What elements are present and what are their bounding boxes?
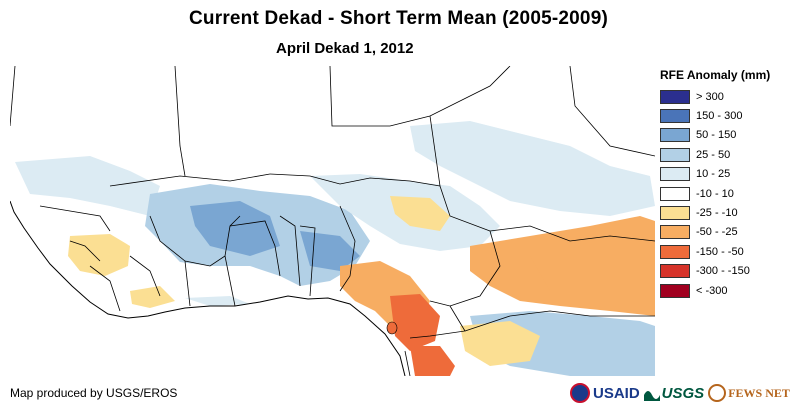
legend-item: -25 - -10 <box>660 203 795 222</box>
legend-swatch <box>660 167 690 182</box>
legend-swatch <box>660 128 690 143</box>
legend-item: > 300 <box>660 87 795 106</box>
legend-swatch <box>660 206 690 221</box>
map-credit: Map produced by USGS/EROS <box>10 386 178 400</box>
legend-label: < -300 <box>696 284 728 297</box>
legend-label: 25 - 50 <box>696 148 731 161</box>
legend-item: -10 - 10 <box>660 184 795 203</box>
legend-item: 50 - 150 <box>660 126 795 145</box>
anomaly-map <box>9 65 656 377</box>
legend-item: 150 - 300 <box>660 106 795 125</box>
legend: RFE Anomaly (mm) > 300 150 - 300 50 - 150 2… <box>660 68 795 300</box>
legend-label: -10 - 10 <box>696 187 734 200</box>
legend-label: 150 - 300 <box>696 110 743 123</box>
legend-item: -50 - -25 <box>660 223 795 242</box>
fews-logo-text: FEWS NET <box>728 385 790 400</box>
legend-label: 50 - 150 <box>696 129 737 142</box>
legend-label: 10 - 25 <box>696 168 731 181</box>
usaid-seal-icon <box>570 383 590 403</box>
usgs-logo-text: USGS <box>661 384 705 402</box>
usaid-logo-text: USAID <box>593 384 640 402</box>
legend-item: < -300 <box>660 281 795 300</box>
legend-swatch <box>660 244 690 259</box>
legend-item: -150 - -50 <box>660 242 795 261</box>
legend-item: 10 - 25 <box>660 165 795 184</box>
bioko-island <box>386 321 398 335</box>
legend-rows: > 300 150 - 300 50 - 150 25 - 50 10 - 25 -10 … <box>660 87 795 300</box>
usgs-wave-icon <box>643 391 660 401</box>
legend-title: RFE Anomaly (mm) <box>660 68 771 82</box>
legend-swatch <box>660 225 690 240</box>
map-title: Current Dekad - Short Term Mean (2005-20… <box>189 8 608 29</box>
logo-bar: USAID USGS FEWS NET <box>570 378 796 408</box>
legend-item: -300 - -150 <box>660 262 795 281</box>
legend-swatch <box>660 186 690 201</box>
legend-label: > 300 <box>696 90 724 103</box>
map-svg <box>9 65 656 377</box>
legend-swatch <box>660 89 690 104</box>
usgs-logo: USGS <box>643 384 705 402</box>
legend-swatch <box>660 147 690 162</box>
legend-swatch <box>660 264 690 279</box>
legend-swatch <box>660 109 690 124</box>
country-borders <box>9 65 656 377</box>
map-subtitle: April Dekad 1, 2012 <box>276 40 414 57</box>
legend-item: 25 - 50 <box>660 145 795 164</box>
legend-label: -50 - -25 <box>696 226 738 239</box>
fews-globe-icon <box>708 384 727 402</box>
fews-net-logo: FEWS NET <box>708 384 790 402</box>
atlantic-ocean <box>10 201 405 376</box>
legend-label: -150 - -50 <box>696 245 744 258</box>
legend-swatch <box>660 283 690 298</box>
rain-anomaly-field <box>15 121 655 376</box>
legend-label: -300 - -150 <box>696 265 750 278</box>
usaid-logo: USAID <box>570 383 640 403</box>
legend-label: -25 - -10 <box>696 207 738 220</box>
coastline <box>9 200 406 377</box>
